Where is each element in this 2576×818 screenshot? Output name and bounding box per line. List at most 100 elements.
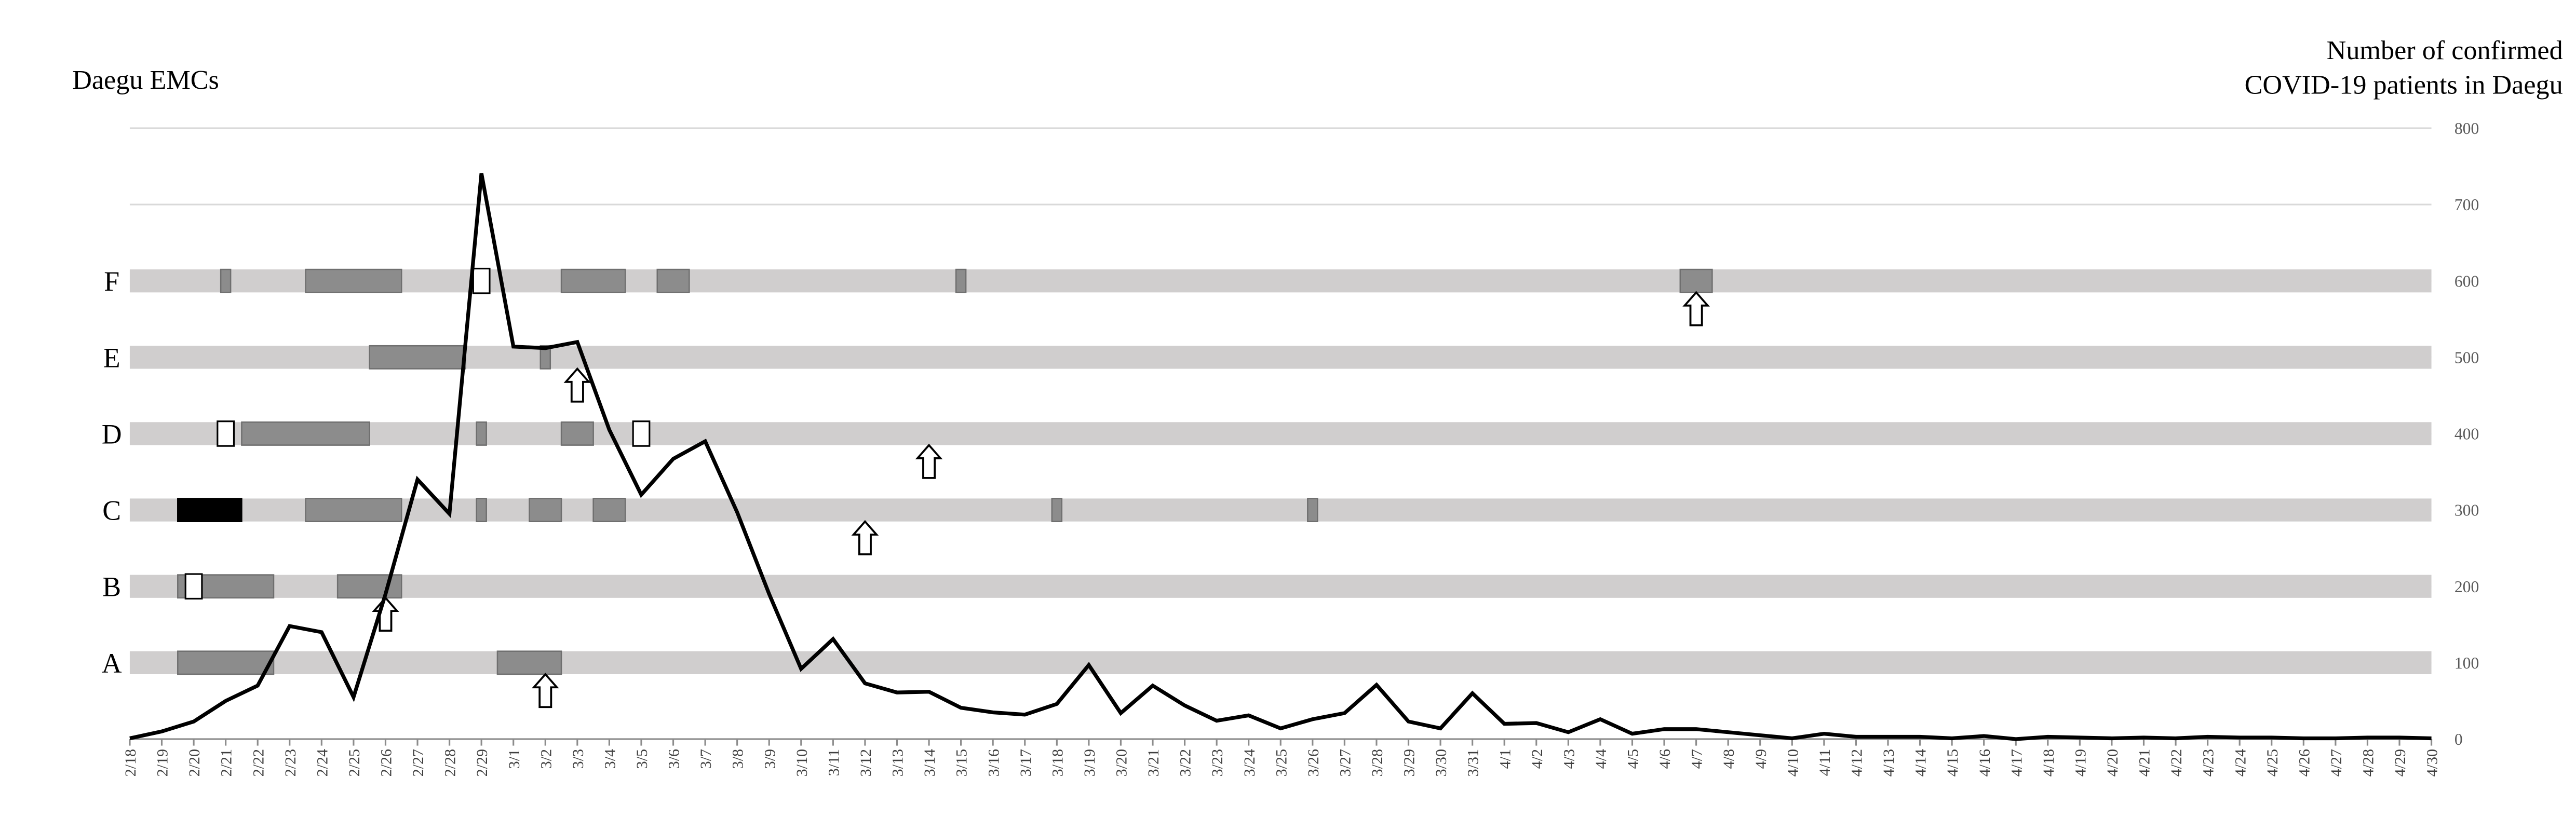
closure-period [496,650,562,675]
x-tick-label: 4/24 [2231,749,2249,776]
x-tick-label: 2/23 [281,749,299,776]
y-tick-label: 200 [2454,578,2479,596]
closure-period [177,650,275,675]
x-tick-label: 4/13 [1880,749,1897,776]
x-tick-label: 3/9 [761,749,778,769]
x-tick-label: 3/17 [1017,749,1034,776]
up-arrow [1682,291,1710,326]
x-tick-label: 3/10 [793,749,811,776]
x-tick-label: 4/3 [1560,749,1577,769]
x-tick-label: 3/4 [601,749,618,769]
row-label: C [102,495,121,526]
x-tick-label: 3/26 [1304,749,1322,776]
up-arrow [915,443,943,479]
left-title: Daegu EMCs [72,65,219,95]
up-arrow [563,367,591,403]
x-tick-label: 3/28 [1368,749,1386,776]
white-box [472,267,491,294]
x-tick-label: 3/7 [697,749,714,769]
x-tick-label: 3/1 [505,749,523,769]
x-tick-label: 4/25 [2263,749,2281,776]
row-bar [129,498,2432,522]
x-tick-label: 4/12 [1847,749,1865,776]
x-tick-label: 4/7 [1688,749,1706,769]
x-tick-label: 4/14 [1912,749,1930,776]
x-tick-label: 4/17 [2007,749,2025,776]
row-bar [129,422,2432,445]
x-tick-label: 3/30 [1432,749,1450,776]
x-tick-label: 4/9 [1752,749,1770,769]
x-tick-label: 4/26 [2295,749,2313,776]
closure-period [529,498,562,522]
x-tick-label: 2/19 [154,749,171,776]
row-bar [129,575,2432,598]
closure-period [560,421,594,446]
x-tick-label: 4/28 [2359,749,2377,776]
x-tick-label: 4/6 [1656,749,1674,769]
x-tick-label: 4/11 [1816,749,1833,776]
x-tick-label: 4/10 [1784,749,1801,776]
x-tick-label: 4/19 [2071,749,2089,776]
row-bar [129,346,2432,369]
up-arrow [372,596,399,632]
x-tick-label: 3/2 [537,749,555,769]
axis-title: Number of confirmed [2327,35,2563,65]
white-box [184,573,203,600]
closure-period [1679,268,1713,293]
x-tick-label: 3/14 [921,749,938,776]
x-tick-label: 4/23 [2200,749,2217,776]
x-tick-label: 3/6 [665,749,683,769]
x-tick-label: 4/27 [2327,749,2345,776]
x-tick-label: 3/20 [1113,749,1130,776]
x-tick-label: 2/29 [473,749,491,776]
row-bar [129,651,2432,674]
x-tick-label: 3/15 [953,749,970,776]
y-tick-label: 400 [2454,425,2479,443]
x-tick-label: 2/24 [313,749,331,776]
full-closure-period [177,498,242,522]
closure-period [592,498,626,522]
brief-closure [220,268,232,293]
x-tick-label: 4/2 [1528,749,1546,769]
x-tick-label: 3/8 [729,749,747,769]
row-label: F [104,266,119,297]
x-tick-label: 3/12 [857,749,874,776]
y-tick-label: 800 [2454,119,2479,138]
x-tick-label: 4/18 [2040,749,2057,776]
closure-period [241,421,370,446]
white-box [217,420,235,447]
x-tick-label: 3/21 [1144,749,1162,776]
row-label: A [102,648,122,679]
x-tick-label: 4/8 [1720,749,1737,769]
y-tick-label: 500 [2454,348,2479,366]
x-tick-label: 3/27 [1336,749,1354,776]
x-tick-label: 2/18 [122,749,139,776]
x-tick-label: 4/20 [2103,749,2121,776]
x-tick-label: 3/18 [1048,749,1066,776]
row-label: D [102,418,122,449]
row-bar [129,269,2432,293]
brief-closure [476,421,487,446]
x-tick-label: 3/31 [1464,749,1482,776]
x-tick-label: 2/20 [185,749,203,776]
white-box [632,420,651,447]
y-tick-label: 700 [2454,196,2479,214]
closure-period [656,268,690,293]
closure-period [560,268,626,293]
x-tick-label: 2/26 [377,749,395,776]
x-tick-label: 4/22 [2167,749,2185,776]
x-tick-label: 4/30 [2423,749,2441,776]
x-tick-label: 4/29 [2391,749,2409,776]
axis-title: COVID-19 patients in Daegu [2245,70,2563,100]
x-tick-label: 2/28 [441,749,459,776]
x-tick-label: 2/27 [409,749,427,776]
x-tick-label: 4/15 [1944,749,1961,776]
x-tick-label: 3/19 [1081,749,1098,776]
x-tick-label: 4/4 [1592,749,1610,769]
x-tick-label: 3/5 [633,749,651,769]
row-label: B [102,571,121,603]
x-tick-label: 2/25 [345,749,363,776]
x-tick-label: 3/22 [1177,749,1194,776]
x-tick-label: 4/1 [1496,749,1514,769]
